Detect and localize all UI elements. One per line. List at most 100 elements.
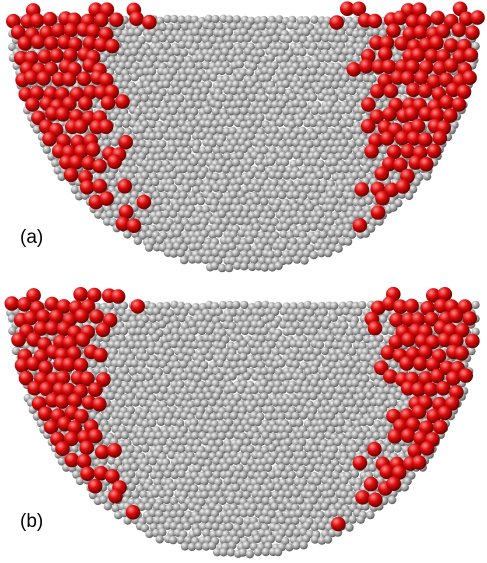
particle <box>173 86 181 94</box>
panel-label: (a) <box>20 227 43 248</box>
particle <box>235 73 243 81</box>
particle <box>225 67 233 75</box>
particle <box>132 398 140 406</box>
particle <box>173 229 181 237</box>
particle <box>232 457 240 465</box>
particle <box>342 464 350 472</box>
particle <box>401 428 416 443</box>
particle <box>228 372 236 380</box>
particle <box>99 191 114 206</box>
particle <box>157 418 165 426</box>
particle <box>300 541 308 549</box>
particle <box>151 333 159 341</box>
particle <box>190 172 198 180</box>
particle <box>228 541 236 549</box>
particle <box>389 398 397 406</box>
particle <box>284 490 292 498</box>
particle <box>297 314 305 322</box>
particle <box>354 113 362 121</box>
particle <box>281 223 289 231</box>
particle <box>423 172 431 180</box>
particle <box>107 154 122 169</box>
particle <box>366 418 374 426</box>
particle <box>208 398 216 406</box>
particle <box>131 491 139 499</box>
particle <box>321 321 329 329</box>
particle <box>121 314 129 322</box>
particle <box>356 151 364 159</box>
particle <box>465 25 480 40</box>
particle <box>394 444 402 452</box>
particle <box>77 72 92 87</box>
particle <box>264 490 272 498</box>
particle <box>92 397 107 412</box>
particle <box>121 431 129 439</box>
particle <box>388 496 396 504</box>
particle <box>18 36 33 51</box>
particle <box>351 470 359 478</box>
particle <box>264 516 272 524</box>
particle <box>194 255 202 263</box>
particle <box>163 366 171 374</box>
particle <box>254 548 262 556</box>
particle <box>200 477 208 485</box>
particle <box>361 119 376 134</box>
particle <box>167 35 175 43</box>
particle <box>433 420 448 435</box>
particle <box>364 477 379 492</box>
particle <box>79 440 94 455</box>
particle <box>436 381 451 396</box>
particle <box>205 327 213 335</box>
particle <box>151 489 159 497</box>
particle <box>120 327 128 335</box>
particle <box>393 10 408 25</box>
particle <box>299 217 307 225</box>
particle <box>427 144 442 159</box>
particle <box>246 550 254 558</box>
particle <box>378 47 393 62</box>
particle <box>319 372 327 380</box>
particle <box>388 429 403 444</box>
particle <box>464 48 479 63</box>
particle <box>358 392 366 400</box>
particle <box>199 93 207 101</box>
particle <box>471 301 479 309</box>
particle <box>401 332 416 347</box>
particle <box>346 119 354 127</box>
particle <box>309 223 317 231</box>
particle <box>276 119 284 127</box>
particle <box>88 429 103 444</box>
particle <box>389 204 397 212</box>
particle <box>319 333 327 341</box>
particle <box>271 320 279 328</box>
particle <box>55 441 70 456</box>
particle <box>404 299 419 314</box>
particle <box>324 249 332 257</box>
particle <box>163 470 171 478</box>
particle <box>359 59 374 74</box>
particle <box>418 84 433 99</box>
particle <box>5 296 20 311</box>
particle <box>253 535 261 543</box>
particle <box>197 54 205 62</box>
particle <box>211 262 219 270</box>
particle <box>380 131 395 146</box>
particle <box>227 548 235 556</box>
particle <box>355 490 370 505</box>
particle <box>242 541 250 549</box>
particle <box>24 70 39 85</box>
particle <box>244 529 252 537</box>
particle <box>295 158 303 166</box>
particle <box>355 182 370 197</box>
particle <box>156 236 164 244</box>
particle <box>298 48 306 56</box>
particle <box>246 236 254 244</box>
particle <box>296 353 304 361</box>
particle <box>367 442 382 457</box>
particle <box>145 243 153 251</box>
particle <box>258 22 266 30</box>
particle <box>313 34 321 42</box>
particle <box>205 353 213 361</box>
panel <box>6 1 485 272</box>
particle <box>73 119 88 134</box>
